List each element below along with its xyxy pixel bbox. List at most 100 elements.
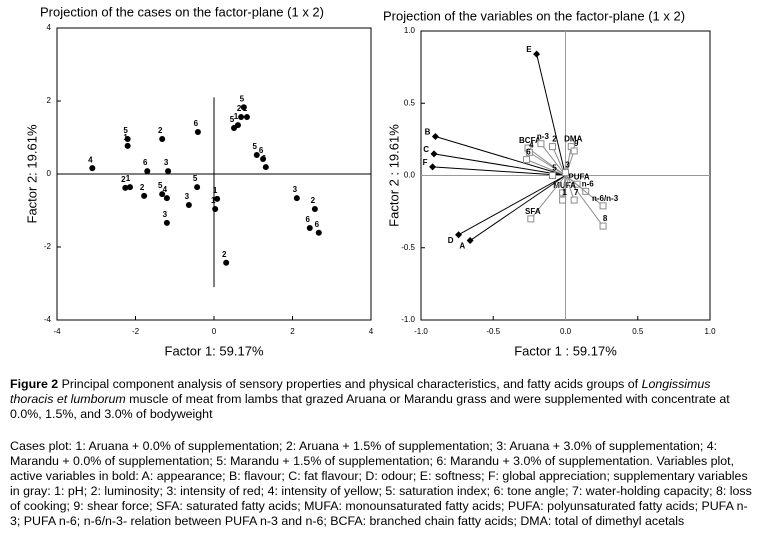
- point-label: 6: [306, 215, 311, 224]
- vector-label: n-6/n-3: [592, 194, 619, 203]
- point-label: 6: [315, 220, 320, 229]
- figure: Projection of the cases on the factor-pl…: [24, 4, 716, 358]
- vector-marker: [431, 132, 439, 140]
- point: [243, 114, 250, 121]
- x-tick-label: -2: [132, 327, 140, 336]
- point-label: 1: [234, 112, 239, 121]
- point-label: 2: [222, 250, 227, 259]
- point: [293, 195, 300, 202]
- point-label: 6: [143, 158, 148, 167]
- point: [234, 122, 241, 129]
- vector-label: A: [459, 242, 465, 251]
- vector: [435, 136, 566, 176]
- point-label: 4: [163, 185, 168, 194]
- x-tick-label: 1.0: [704, 327, 716, 336]
- point: [262, 164, 269, 171]
- point-label: 4: [88, 155, 93, 164]
- point: [212, 206, 219, 213]
- x-tick-label: -1.0: [414, 327, 428, 336]
- caption-text: muscle of meat from lambs that grazed Ar…: [10, 392, 730, 421]
- vector-marker: [548, 172, 556, 179]
- vector-marker: [429, 163, 437, 171]
- point: [214, 195, 221, 202]
- point: [260, 156, 267, 163]
- vector-marker: [599, 222, 607, 230]
- vector-marker: [559, 196, 567, 204]
- point: [124, 135, 131, 142]
- point: [223, 259, 230, 266]
- vector: [565, 175, 604, 207]
- point-label: 5: [158, 181, 163, 190]
- point-label: 2: [311, 196, 316, 205]
- vector-label: SFA: [525, 207, 541, 216]
- vector-label: 4: [529, 140, 534, 149]
- point: [141, 192, 148, 199]
- point: [159, 191, 166, 198]
- point-label: 5: [230, 115, 235, 124]
- point: [194, 129, 201, 136]
- vector: [433, 153, 566, 176]
- x-tick-label: 4: [369, 327, 374, 336]
- vector-label: 9: [574, 139, 579, 148]
- point: [315, 229, 322, 236]
- x-axis-label: Factor 1 : 59.17%: [514, 343, 617, 358]
- x-tick-label: -0.5: [486, 327, 500, 336]
- vector-label: 7: [574, 188, 579, 197]
- vector-label: 5: [552, 164, 557, 173]
- y-tick-label: 0.0: [404, 171, 416, 180]
- y-tick-label: 0.5: [404, 98, 416, 107]
- vector-marker: [599, 202, 607, 210]
- vector: [526, 159, 566, 176]
- point: [124, 142, 131, 149]
- point-label: 1: [213, 186, 218, 195]
- vector-label: 1: [562, 188, 567, 197]
- point-label: 5: [240, 94, 245, 103]
- point: [253, 152, 260, 159]
- vector: [540, 143, 566, 176]
- point-label: 6: [259, 146, 264, 155]
- point-label: 6: [262, 154, 267, 163]
- point: [240, 104, 247, 111]
- y-tick-label: 4: [47, 23, 52, 32]
- vector: [565, 175, 604, 227]
- vector-marker: [570, 196, 578, 204]
- y-tick-label: -4: [44, 315, 52, 324]
- y-tick-label: 1.0: [404, 26, 416, 35]
- y-axis-label: Factor 2 : 19.61%: [386, 124, 401, 227]
- vector-label: 2: [552, 135, 557, 144]
- point-label: 1: [123, 133, 128, 142]
- vector-label: n-3: [537, 132, 550, 141]
- x-axis-label: Factor 1: 59.17%: [165, 343, 264, 358]
- point-label: 3: [163, 210, 168, 219]
- x-tick-label: 0.0: [560, 327, 572, 336]
- y-tick-label: -0.5: [401, 243, 415, 252]
- vector-label: 3: [565, 161, 570, 170]
- point: [238, 114, 245, 121]
- vector-label: B: [425, 128, 431, 137]
- point: [163, 219, 170, 226]
- point-label: 3: [164, 158, 169, 167]
- caption-legend: Cases plot: 1: Aruana + 0.0% of suppleme…: [10, 439, 752, 528]
- point: [163, 195, 170, 202]
- y-axis-label: Factor 2: 19.61%: [24, 124, 39, 223]
- vector-marker: [537, 140, 545, 148]
- vector: [562, 175, 566, 201]
- vector-label: DMA: [564, 135, 582, 144]
- point: [89, 165, 96, 172]
- point: [165, 168, 172, 175]
- point: [159, 135, 166, 142]
- vector: [469, 175, 566, 241]
- vector-marker: [548, 143, 556, 151]
- caption-label: Figure 2: [10, 377, 59, 391]
- vector-marker: [455, 231, 463, 239]
- caption: Figure 2 Principal component analysis of…: [10, 377, 755, 422]
- point: [127, 184, 134, 191]
- vector-label: 6: [526, 148, 531, 157]
- point-label: 3: [185, 192, 190, 201]
- chart-title: Projection of the variables on the facto…: [383, 8, 685, 23]
- vector-label: F: [423, 158, 428, 167]
- vector-marker: [430, 150, 438, 158]
- point-label: 5: [193, 174, 198, 183]
- vector-marker: [525, 148, 533, 156]
